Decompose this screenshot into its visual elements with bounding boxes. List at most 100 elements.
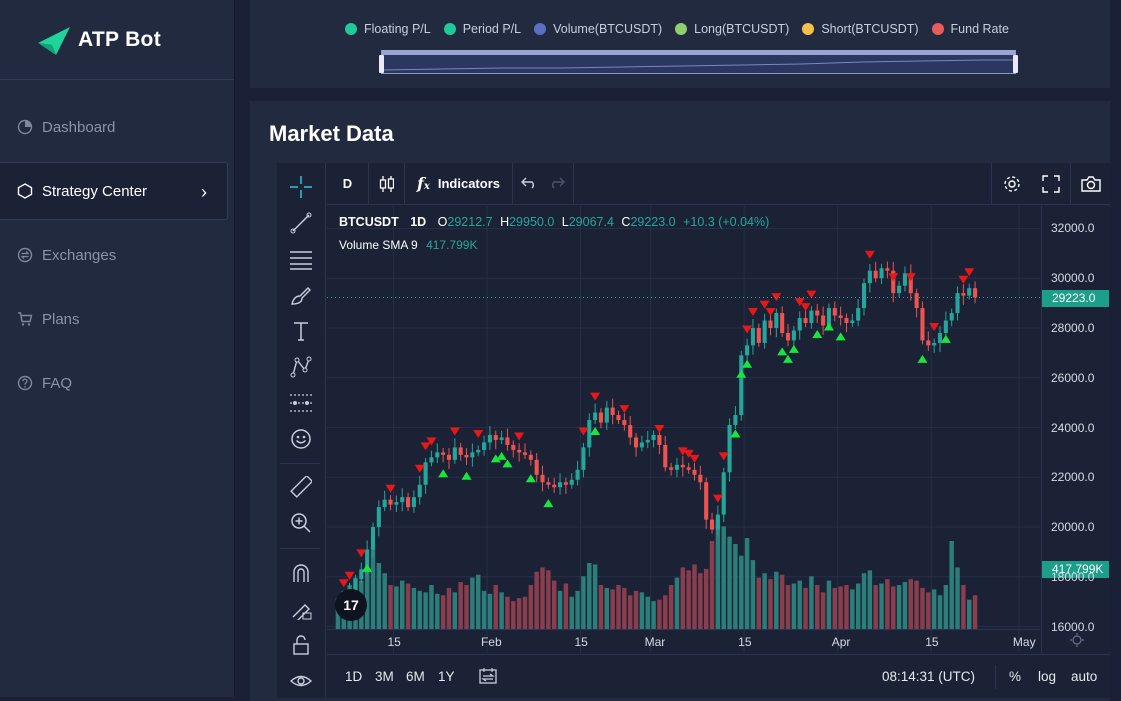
volume-bar [721, 526, 726, 629]
short-signal-marker [338, 579, 349, 588]
data-zoom-slider[interactable] [379, 50, 1018, 74]
zoom-handle-right[interactable] [1013, 55, 1018, 73]
legend-item[interactable]: Long(BTCUSDT) [675, 22, 789, 36]
undo-icon[interactable] [520, 175, 537, 192]
trend-line-icon[interactable] [289, 211, 313, 235]
sidebar-item-dashboard[interactable]: Dashboard [0, 98, 228, 156]
time-tick-label: May [1012, 635, 1036, 649]
brush-icon[interactable] [289, 283, 313, 307]
indicators-button[interactable]: fx Indicators [405, 162, 513, 205]
logo-icon [38, 26, 70, 55]
unlock-icon[interactable] [289, 633, 313, 657]
emoji-icon[interactable] [289, 427, 313, 451]
volume-bar [446, 587, 452, 629]
legend-item[interactable]: Short(BTCUSDT) [802, 22, 919, 36]
settings-icon[interactable] [991, 163, 1031, 205]
magnet-icon[interactable] [289, 561, 313, 585]
volume-bar [762, 573, 767, 629]
camera-icon[interactable] [1070, 163, 1110, 205]
range-1y-button[interactable]: 1Y [438, 669, 455, 684]
candle-body [809, 310, 814, 323]
sidebar-item-exchanges[interactable]: Exchanges [0, 226, 228, 284]
redo-icon[interactable] [549, 175, 565, 192]
candle-body [470, 452, 475, 458]
candle-body [891, 270, 896, 294]
candle-body [973, 288, 978, 298]
eye-icon[interactable] [289, 669, 313, 693]
volume-bar [411, 587, 417, 629]
volume-bar [873, 585, 878, 629]
long-signal-marker [788, 344, 799, 353]
volume-bar [633, 590, 639, 629]
time-tick-label: 15 [738, 635, 752, 649]
candles-icon[interactable] [369, 162, 405, 205]
short-signal-marker [356, 549, 367, 558]
tradingview-logo[interactable]: 17 [335, 589, 367, 621]
logo[interactable]: ATP Bot [0, 0, 234, 80]
pattern-icon[interactable] [289, 355, 313, 379]
candle-body [803, 318, 808, 323]
time-axis[interactable]: 15 Feb 15 Mar 15 Apr 15 May [327, 629, 1040, 653]
candle-body [528, 454, 533, 460]
zoom-in-icon[interactable] [289, 511, 313, 535]
volume-bar [540, 567, 545, 629]
legend-item[interactable]: Period P/L [443, 22, 521, 36]
auto-toggle[interactable]: auto [1071, 669, 1098, 684]
short-signal-marker [794, 298, 805, 307]
legend-item[interactable]: Fund Rate [931, 22, 1009, 36]
volume-bar [797, 580, 802, 629]
long-signal-marker [496, 451, 507, 460]
volume-bar [727, 536, 732, 629]
zoom-handle-left[interactable] [379, 55, 384, 73]
sidebar-item-plans[interactable]: Plans [0, 290, 228, 348]
price-chart-area[interactable]: BTCUSDT 1D O29212.7 H29950.0 L29067.4 C2… [327, 206, 1040, 653]
lock-drawing-icon[interactable] [289, 597, 313, 621]
long-signal-marker [461, 471, 472, 480]
volume-bar [563, 583, 569, 629]
horizontal-lines-icon[interactable] [289, 247, 313, 271]
range-1d-button[interactable]: 1D [345, 669, 363, 684]
cart-icon [16, 310, 34, 328]
volume-bar [522, 596, 528, 629]
dashboard-icon [16, 118, 34, 136]
volume-bar [493, 585, 498, 629]
percent-toggle[interactable]: % [1009, 669, 1022, 684]
candle-body [768, 320, 773, 328]
time-tick-label: 15 [925, 635, 939, 649]
volume-tag: 417.799K [1042, 560, 1109, 578]
candle-body [937, 332, 943, 343]
crosshair-icon[interactable] [289, 175, 313, 199]
prediction-icon[interactable] [289, 391, 313, 415]
text-tool-icon[interactable] [289, 319, 313, 343]
short-signal-marker [929, 322, 940, 331]
candle-body [517, 449, 522, 453]
goto-date-icon[interactable] [479, 667, 497, 688]
zoom-slider-bar[interactable] [382, 50, 1015, 55]
price-tick-label: 28000.0 [1051, 320, 1095, 335]
candle-body [709, 519, 715, 530]
short-signal-marker [689, 454, 700, 463]
range-3m-button[interactable]: 3M [375, 669, 394, 684]
volume-bar [733, 543, 738, 629]
ruler-icon[interactable] [289, 475, 313, 499]
volume-bar [931, 589, 937, 629]
price-tick-label: 24000.0 [1051, 420, 1095, 435]
volume-bar [926, 592, 931, 629]
legend-item[interactable]: Volume(BTCUSDT) [534, 22, 662, 36]
legend-item[interactable]: Floating P/L [345, 22, 431, 36]
fullscreen-icon[interactable] [1031, 163, 1071, 205]
axis-settings-icon[interactable] [1070, 633, 1084, 652]
sidebar-item-strategy-center[interactable]: Strategy Center › [0, 162, 228, 220]
candle-body [867, 270, 872, 284]
legend-dot-icon [534, 23, 547, 35]
volume-bar [914, 580, 919, 629]
log-toggle[interactable]: log [1038, 669, 1057, 684]
price-axis[interactable]: 29223.0 417.799K 32000.0 30000.0 28000.0 26… [1041, 206, 1110, 653]
range-6m-button[interactable]: 6M [406, 669, 425, 684]
interval-button[interactable]: D [327, 162, 369, 205]
volume-bar [674, 577, 680, 629]
last-price-tag: 29223.0 [1042, 289, 1109, 307]
utc-clock[interactable]: 08:14:31 (UTC) [882, 669, 976, 684]
volume-bar [622, 587, 627, 629]
sidebar-item-faq[interactable]: FAQ [0, 354, 228, 412]
